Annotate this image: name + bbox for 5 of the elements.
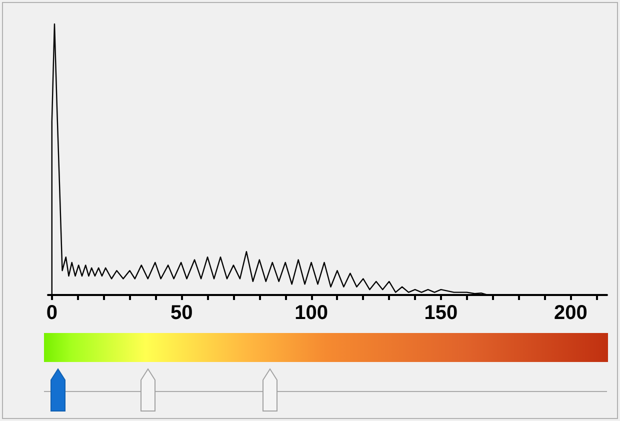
x-tick-label: 200	[554, 302, 588, 324]
x-tick-label: 50	[170, 302, 193, 324]
x-tick-label: 100	[294, 302, 328, 324]
x-tick-label: 0	[46, 302, 58, 324]
x-tick-label: 150	[424, 302, 458, 324]
